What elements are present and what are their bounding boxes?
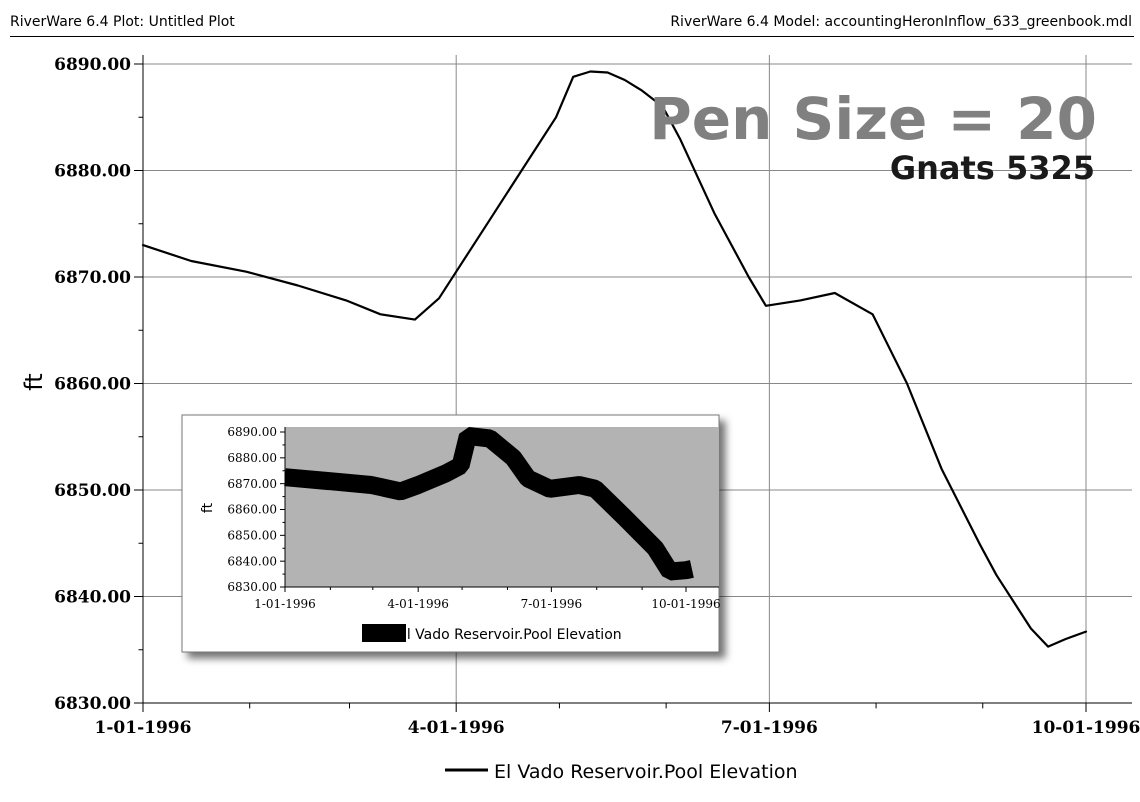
pen-size-annotation: Pen Size = 20	[649, 85, 1097, 153]
inset-series	[284, 426, 694, 581]
inset-x-tick-label: 10-01-1996	[651, 597, 720, 611]
inset-y-tick-label: 6840.00	[227, 554, 277, 568]
main-y-axis-label: ft	[20, 373, 48, 390]
inset-legend-label: El Vado Reservoir.Pool Elevation	[398, 627, 622, 643]
inset-y-tick-label: 6890.00	[227, 425, 277, 439]
inset-x-tick-label: 7-01-1996	[521, 597, 583, 611]
main-y-tick-label: 6840.00	[54, 587, 131, 607]
inset-y-axis-label: ft	[200, 502, 216, 513]
plot-window-title: RiverWare 6.4 Plot: Untitled Plot	[10, 14, 235, 30]
inset-y-tick-label: 6870.00	[227, 477, 277, 491]
model-window-title: RiverWare 6.4 Model: accountingHeronInfl…	[670, 14, 1132, 30]
main-y-tick-label: 6860.00	[54, 374, 131, 394]
inset-axes	[284, 427, 719, 588]
main-ticks: 6890.00 6880.00 6870.00 6860.00 6850.00 6840.…	[54, 55, 1140, 738]
main-legend-label: El Vado Reservoir.Pool Elevation	[494, 761, 798, 783]
main-legend: El Vado Reservoir.Pool Elevation	[445, 761, 798, 783]
main-y-tick-label: 6830.00	[54, 694, 131, 714]
inset-plot-screenshot: 6890.00 6880.00 6870.00 6860.00 6850.00 6840.…	[181, 414, 721, 653]
gnats-annotation: Gnats 5325	[890, 149, 1095, 187]
inset-x-tick-label: 1-01-1996	[254, 597, 316, 611]
main-y-tick-label: 6880.00	[54, 161, 131, 181]
inset-y-tick-label: 6880.00	[227, 451, 277, 465]
main-x-tick-label: 10-01-1996	[1032, 718, 1140, 738]
main-y-tick-label: 6870.00	[54, 268, 131, 288]
header-divider	[10, 36, 1134, 37]
main-series	[141, 70, 1088, 648]
inset-series-line	[284, 426, 694, 581]
inset-y-tick-label: 6850.00	[227, 529, 277, 543]
main-series-line	[141, 70, 1088, 648]
window-header: RiverWare 6.4 Plot: Untitled Plot RiverW…	[0, 0, 1140, 37]
inset-legend: El Vado Reservoir.Pool Elevation	[362, 624, 622, 643]
main-x-tick-label: 1-01-1996	[95, 718, 192, 738]
inset-ticks: 6890.00 6880.00 6870.00 6860.00 6850.00 6840.…	[227, 425, 720, 611]
inset-y-tick-label: 6830.00	[227, 580, 277, 594]
main-axes	[142, 55, 1132, 704]
inset-x-tick-label: 4-01-1996	[387, 597, 449, 611]
inset-legend-swatch	[362, 624, 406, 642]
inset-y-tick-label: 6860.00	[227, 503, 277, 517]
main-y-tick-label: 6850.00	[54, 481, 131, 501]
main-y-tick-label: 6890.00	[54, 55, 131, 75]
main-x-tick-label: 4-01-1996	[408, 718, 505, 738]
main-x-tick-label: 7-01-1996	[721, 718, 818, 738]
